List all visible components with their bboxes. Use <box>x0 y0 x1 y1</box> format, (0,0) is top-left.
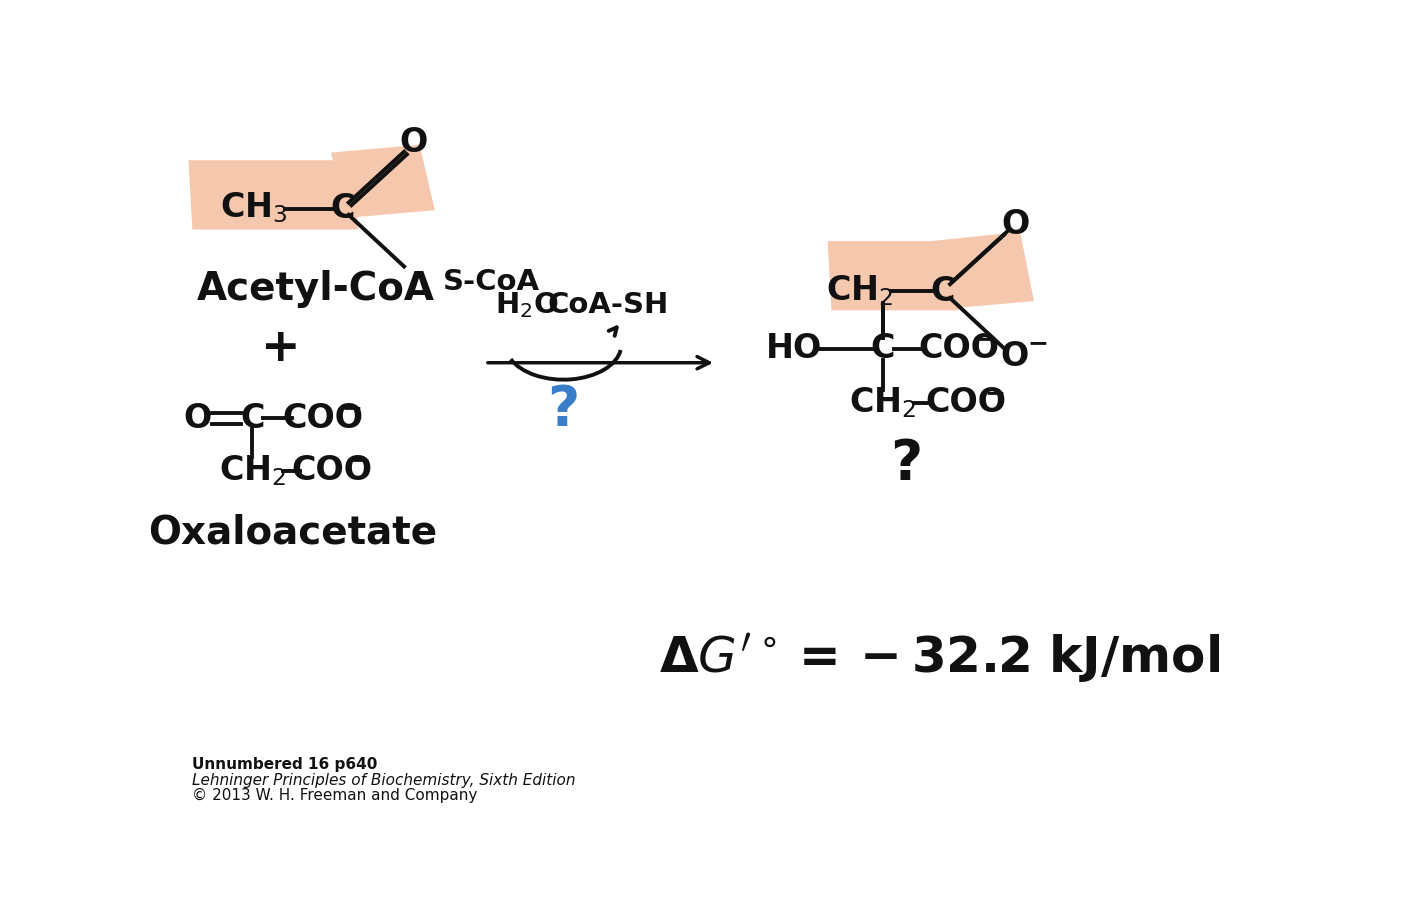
Text: +: + <box>261 327 301 372</box>
Text: $\mathbf{\Delta} \boldsymbol{G'^\circ} \mathbf{= -32.2\ kJ/mol}$: $\mathbf{\Delta} \boldsymbol{G'^\circ} \… <box>659 632 1219 685</box>
Text: C: C <box>930 274 956 308</box>
Polygon shape <box>330 145 435 218</box>
Text: COO: COO <box>282 402 364 434</box>
Text: CH$_3$: CH$_3$ <box>220 190 288 225</box>
Text: Acetyl-CoA: Acetyl-CoA <box>197 270 434 308</box>
Text: COO: COO <box>291 454 372 487</box>
Text: −: − <box>349 449 370 473</box>
Text: © 2013 W. H. Freeman and Company: © 2013 W. H. Freeman and Company <box>191 788 476 803</box>
Text: −: − <box>977 327 997 351</box>
Text: Lehninger Principles of Biochemistry, Sixth Edition: Lehninger Principles of Biochemistry, Si… <box>191 773 576 788</box>
Text: C: C <box>240 402 265 434</box>
Text: Oxaloacetate: Oxaloacetate <box>147 513 437 551</box>
Polygon shape <box>189 161 357 230</box>
Text: O: O <box>183 402 211 434</box>
Text: S-CoA: S-CoA <box>442 268 540 296</box>
Text: O: O <box>1001 340 1029 373</box>
Text: C: C <box>871 332 895 365</box>
Text: −: − <box>984 381 1005 405</box>
Text: Unnumbered 16 p640: Unnumbered 16 p640 <box>191 757 377 772</box>
Text: −: − <box>342 397 362 420</box>
Text: O: O <box>1001 207 1029 241</box>
Text: C: C <box>330 192 354 225</box>
Text: COO: COO <box>917 332 1000 365</box>
Text: −: − <box>1027 331 1048 355</box>
Text: CH$_2$: CH$_2$ <box>849 386 916 420</box>
Text: CoA-SH: CoA-SH <box>547 291 669 319</box>
Text: HO: HO <box>766 332 822 365</box>
Polygon shape <box>828 241 959 310</box>
Text: CH$_2$: CH$_2$ <box>218 453 286 487</box>
Text: O: O <box>400 126 427 159</box>
Polygon shape <box>932 232 1034 308</box>
Text: ?: ? <box>891 437 922 491</box>
Text: COO: COO <box>926 386 1007 420</box>
Text: H$_2$O: H$_2$O <box>495 290 559 319</box>
Text: ?: ? <box>547 384 580 438</box>
Text: CH$_2$: CH$_2$ <box>827 274 893 308</box>
